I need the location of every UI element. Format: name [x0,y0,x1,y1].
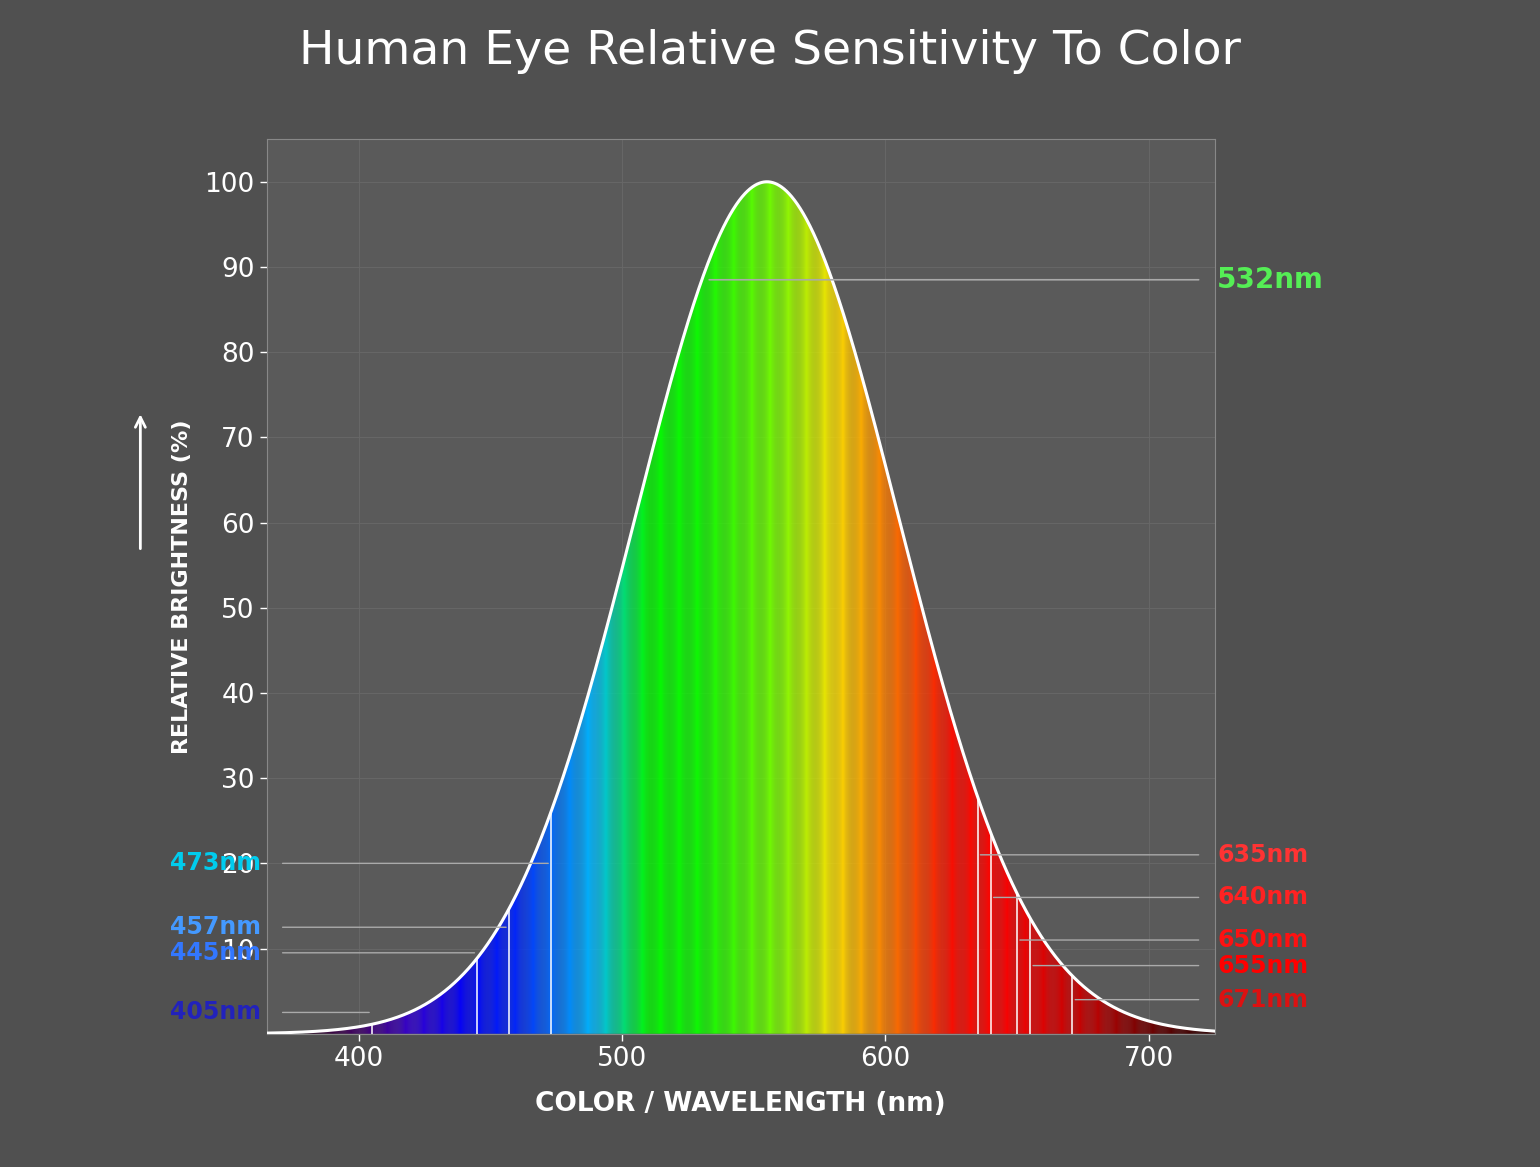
Text: 655nm: 655nm [1217,953,1309,978]
Text: 532nm: 532nm [1217,266,1324,294]
Text: 457nm: 457nm [171,915,262,939]
Text: 473nm: 473nm [171,852,262,875]
Text: Human Eye Relative Sensitivity To Color: Human Eye Relative Sensitivity To Color [299,29,1241,75]
Text: 635nm: 635nm [1217,843,1309,867]
Text: 650nm: 650nm [1217,928,1309,952]
Text: 405nm: 405nm [171,1000,262,1025]
Text: 640nm: 640nm [1217,886,1309,909]
Text: 445nm: 445nm [171,941,262,965]
Text: 671nm: 671nm [1217,987,1309,1012]
Text: RELATIVE BRIGHTNESS (%): RELATIVE BRIGHTNESS (%) [172,419,192,754]
X-axis label: COLOR / WAVELENGTH (nm): COLOR / WAVELENGTH (nm) [536,1091,946,1117]
